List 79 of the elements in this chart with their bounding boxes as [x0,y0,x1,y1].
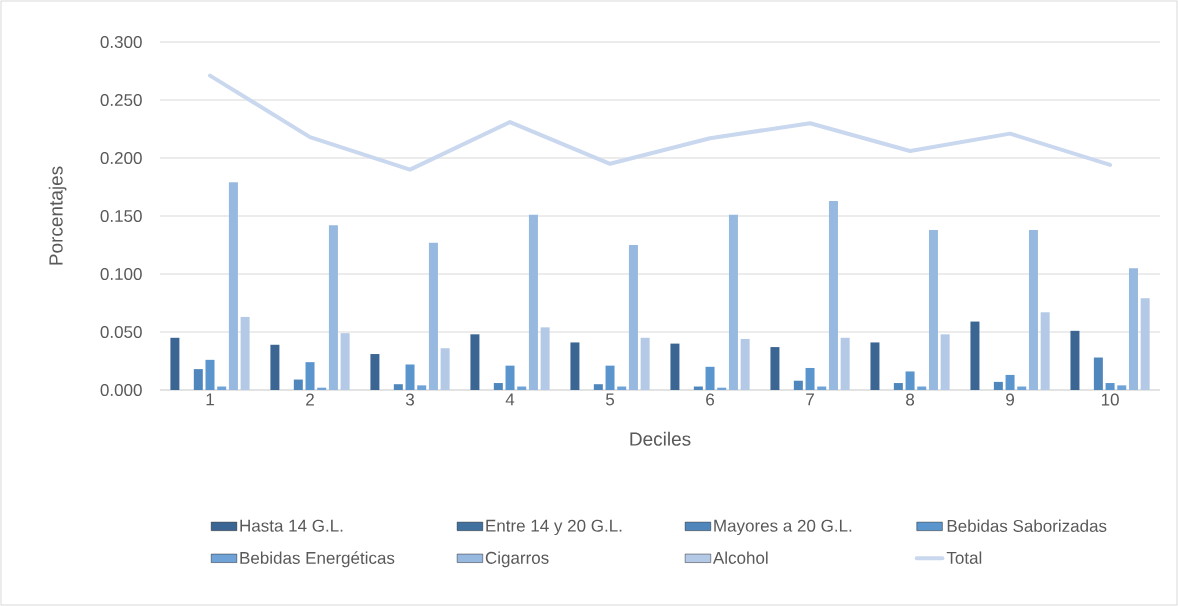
x-tick-label: 3 [405,393,414,406]
bar [193,369,203,390]
legend-label: Bebidas Saborizadas [947,519,1107,532]
y-tick-label: 0.100 [100,267,142,281]
bar [1005,374,1015,390]
line-series [208,73,1113,172]
bar [828,200,838,390]
x-tick-label: 6 [706,393,715,406]
bar [1040,312,1050,390]
y-tick-label: 0.250 [100,93,142,107]
bar [370,354,380,390]
y-tick-label: 0.200 [100,151,142,165]
bar [340,333,350,390]
bar [205,359,215,390]
bar [905,371,915,390]
legend-label: Alcohol [712,551,768,564]
bar [740,338,750,390]
bar [505,365,515,390]
y-axis-title: Porcentajes [48,166,67,265]
bar [440,348,450,390]
x-axis-title: Deciles [630,431,691,446]
y-tick-label: 0.300 [100,35,142,49]
bar [593,384,603,390]
bar [728,214,738,390]
bar [405,364,415,390]
bar [1128,268,1138,390]
bar [305,362,315,390]
bar [528,214,538,390]
bar [470,334,480,390]
bar [705,366,715,390]
bar [270,344,280,390]
bar [417,385,427,390]
y-tick-label: 0.150 [100,209,142,223]
bar [328,225,338,390]
legend-label: Mayores a 20 G.L. [714,519,852,536]
legend-label: Total [946,551,982,564]
bar [1028,229,1038,390]
legend-label: Bebidas Energéticas [240,551,395,568]
bar [570,342,580,390]
bar [493,383,503,390]
bar [793,380,803,390]
bar [770,347,780,390]
legend-label: Entre 14 y 20 G.L. [486,519,622,536]
bar [1117,385,1127,390]
x-tick-label: 9 [1006,393,1014,406]
y-tick-label: 0.050 [100,325,142,339]
bar [170,337,180,390]
bar [640,337,650,390]
bar [970,321,980,390]
bar [940,334,950,390]
bar [993,381,1003,390]
bar [1070,330,1080,390]
x-tick-label: 1 [206,393,214,406]
x-tick-label: 10 [1101,393,1119,406]
bar [393,384,403,390]
bar [628,245,638,390]
bar [240,316,250,390]
bar [1093,357,1103,390]
bar [1105,383,1115,390]
y-tick-label: 0.000 [100,383,142,397]
bar [670,343,680,390]
bar [540,327,550,390]
bar [870,342,880,390]
bar [428,242,438,390]
bar [1140,298,1150,390]
bar [228,182,238,390]
x-tick-label: 5 [605,393,615,406]
x-tick-label: 7 [806,393,814,406]
bar [293,379,303,390]
bar [805,367,815,390]
legend-label: Cigarros [485,551,549,568]
bar [893,383,903,390]
bar [840,337,850,390]
legend-label: Hasta 14 G.L. [240,519,343,532]
bar [928,229,938,390]
x-tick-label: 2 [306,393,314,406]
bar [605,365,615,390]
x-tick-label: 8 [906,393,915,406]
x-tick-label: 4 [505,393,515,406]
